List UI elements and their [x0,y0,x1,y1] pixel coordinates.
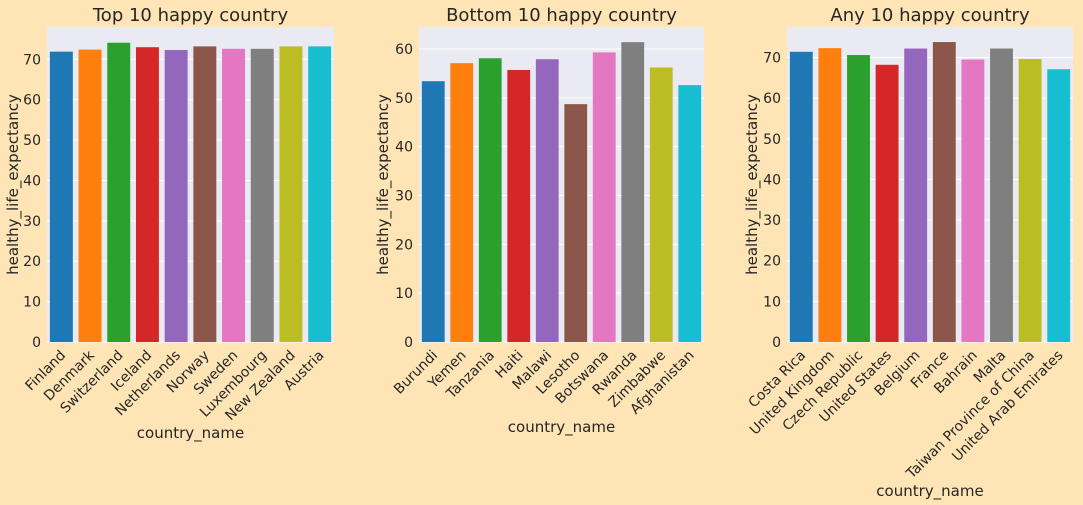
bar-switzerland [107,42,131,342]
chart-title: Top 10 happy country [92,5,289,26]
bar-austria [308,46,332,343]
y-tick-label: 0 [772,335,781,351]
bar-lesotho [564,104,588,343]
y-axis-label: healthy_life_expectancy [4,94,23,275]
y-tick-label: 40 [395,140,413,156]
y-tick-label: 20 [763,254,781,270]
bar-botswana [592,52,616,342]
x-axis-label: country_name [508,418,615,437]
y-tick-label: 50 [23,133,41,149]
bar-new-zealand [279,46,303,343]
bar-tanzania [478,58,502,343]
bar-norway [193,46,217,343]
chart-title: Any 10 happy country [830,5,1030,26]
bar-burundi [421,81,445,343]
bar-denmark [78,49,102,342]
y-tick-label: 70 [763,50,781,66]
y-tick-label: 50 [763,132,781,148]
bar-united-kingdom [818,48,842,342]
bar-taiwan-province-of-china [1018,59,1042,342]
chart-bottom-10: Bottom 10 happy country country_name hea… [374,5,704,437]
bar-czech-republic [847,55,870,342]
bar-malawi [535,59,559,343]
y-axis-label: healthy_life_expectancy [743,94,762,275]
bar-united-states [875,64,899,343]
chart-any-10: Any 10 happy country country_name health… [743,5,1073,501]
y-tick-label: 0 [404,335,413,351]
y-tick-label: 10 [23,295,41,311]
bar-luxembourg [250,48,274,343]
y-tick-label: 20 [395,237,413,253]
y-tick-label: 10 [395,286,413,302]
bar-malta [990,48,1013,343]
bar-belgium [904,48,928,343]
x-axis-label: country_name [137,424,244,443]
y-axis-label: healthy_life_expectancy [374,94,393,275]
y-tick-label: 0 [32,335,41,351]
y-tick-label: 60 [763,91,781,107]
bar-sweden [222,48,246,343]
bar-yemen [450,63,474,343]
y-tick-label: 10 [763,294,781,310]
y-tick-label: 30 [395,188,413,204]
bar-united-arab-emirates [1047,69,1071,342]
x-axis-label: country_name [876,482,983,501]
bar-iceland [135,47,159,342]
chart-title: Bottom 10 happy country [446,5,677,26]
y-tick-label: 60 [23,93,41,109]
bar-bahrain [961,59,985,343]
bar-zimbabwe [649,67,673,342]
bar-finland [49,51,73,343]
chart-top-10: Top 10 happy country country_name health… [4,5,334,443]
bar-netherlands [164,50,188,343]
bar-france [932,42,956,343]
y-tick-label: 40 [23,173,41,189]
bar-rwanda [621,42,645,343]
bar-afghanistan [678,85,702,343]
bar-costa-rica [789,51,813,342]
bar-haiti [507,69,531,342]
y-tick-label: 40 [763,172,781,188]
y-tick-label: 60 [395,42,413,58]
y-tick-label: 30 [763,213,781,229]
y-tick-label: 50 [395,91,413,107]
y-tick-label: 20 [23,254,41,270]
y-tick-label: 30 [23,214,41,230]
y-tick-label: 70 [23,52,41,68]
